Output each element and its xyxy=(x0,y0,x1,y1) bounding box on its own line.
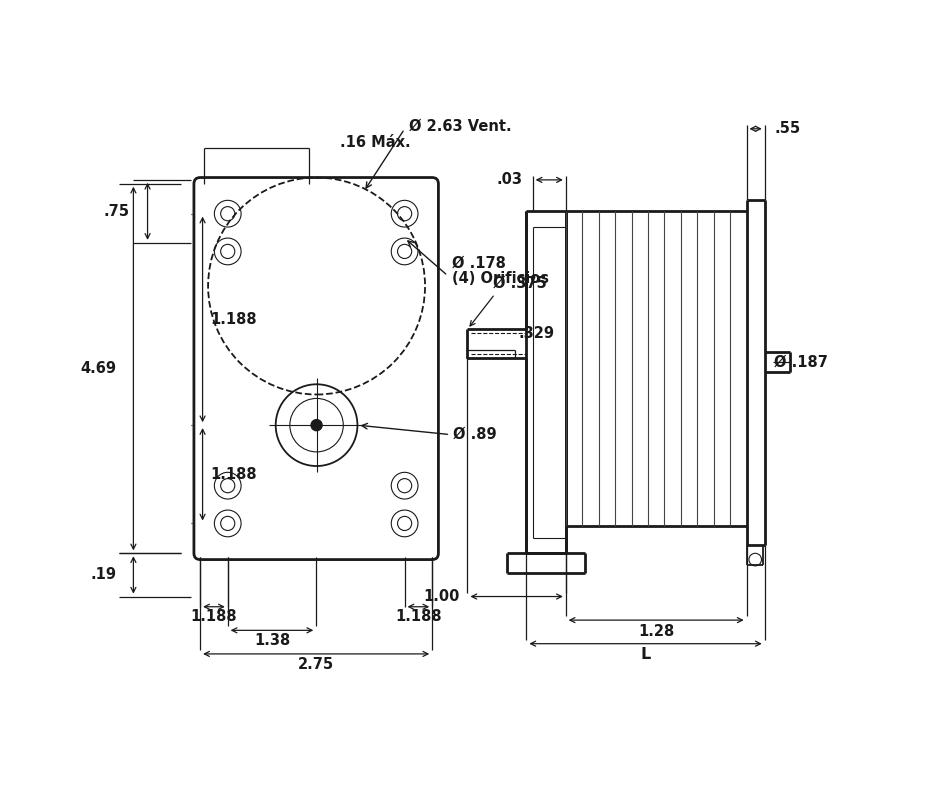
Circle shape xyxy=(311,420,322,430)
Text: .329: .329 xyxy=(519,326,554,341)
Text: Ø .375: Ø .375 xyxy=(494,276,547,291)
Text: Ø 2.63 Vent.: Ø 2.63 Vent. xyxy=(409,119,511,134)
Text: Ø .187: Ø .187 xyxy=(774,354,828,370)
Text: Ø .178: Ø .178 xyxy=(452,256,506,270)
Text: 1.188: 1.188 xyxy=(396,609,441,624)
Text: .75: .75 xyxy=(104,204,129,219)
Text: .03: .03 xyxy=(496,172,523,187)
Text: 4.69: 4.69 xyxy=(80,361,116,376)
Text: Ø .89: Ø .89 xyxy=(453,427,497,442)
Text: .19: .19 xyxy=(90,567,116,582)
Text: 1.38: 1.38 xyxy=(253,633,290,648)
Text: .16 Máx.: .16 Máx. xyxy=(340,134,410,150)
Text: L: L xyxy=(640,647,651,662)
FancyBboxPatch shape xyxy=(194,178,439,559)
Text: (4) Orificios: (4) Orificios xyxy=(452,270,549,286)
Text: .55: .55 xyxy=(774,122,800,136)
Text: 1.00: 1.00 xyxy=(424,589,460,604)
Text: 2.75: 2.75 xyxy=(298,657,334,672)
Text: 1.188: 1.188 xyxy=(191,609,237,624)
Text: 1.28: 1.28 xyxy=(638,624,674,638)
Text: 1.188: 1.188 xyxy=(210,312,257,327)
Text: 1.188: 1.188 xyxy=(210,466,257,482)
